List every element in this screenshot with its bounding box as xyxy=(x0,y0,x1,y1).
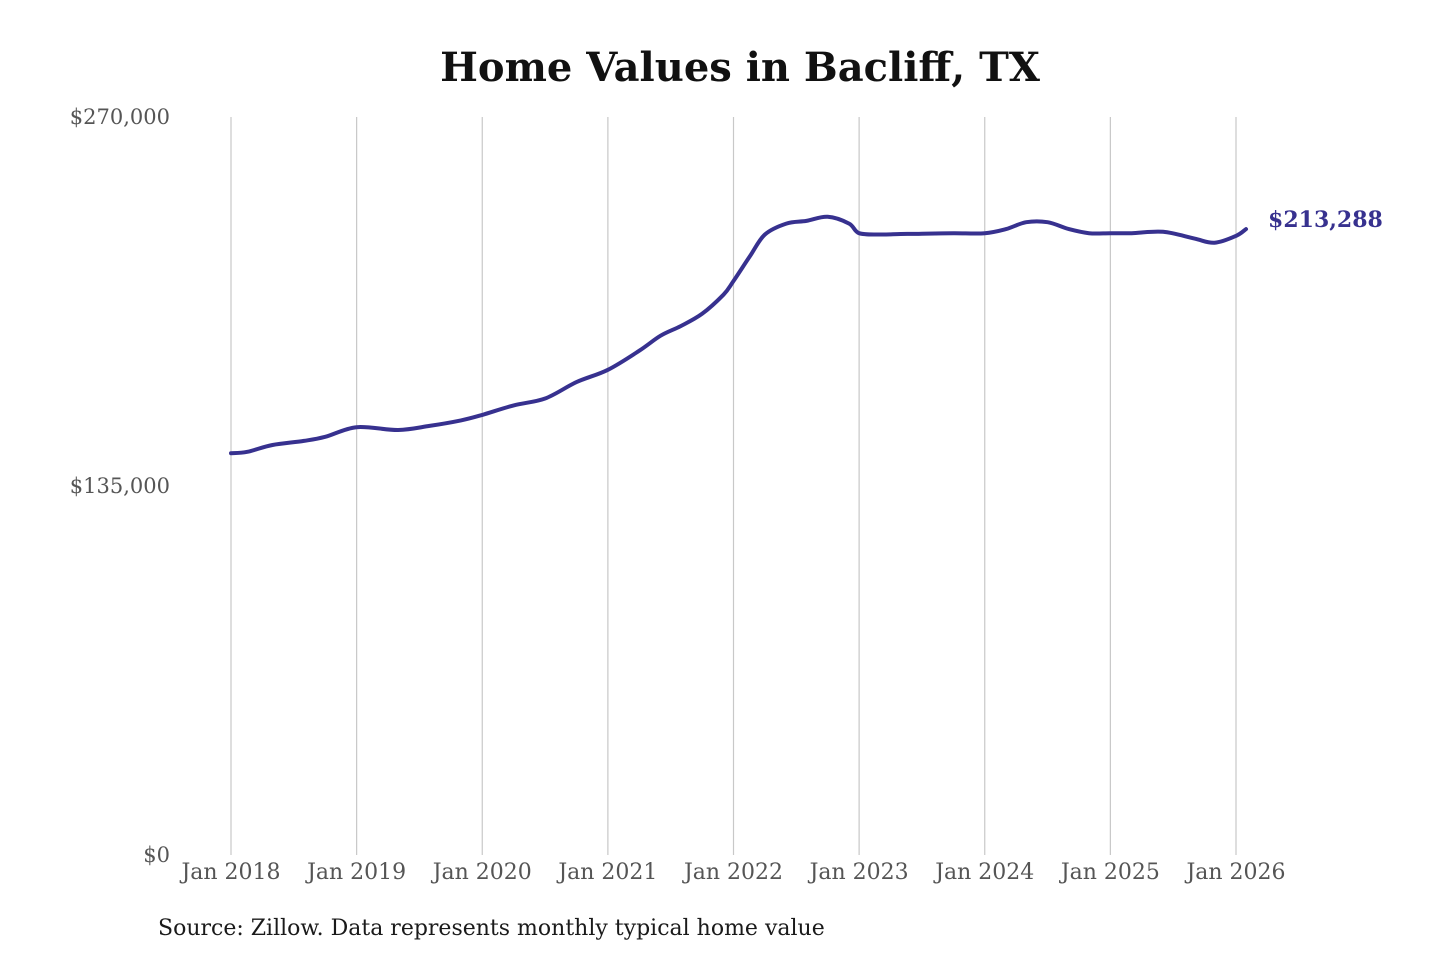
y-tick-label: $135,000 xyxy=(70,474,170,498)
x-tick-label: Jan 2020 xyxy=(431,860,532,885)
x-tick-label: Jan 2024 xyxy=(933,860,1034,885)
x-tick-label: Jan 2018 xyxy=(179,860,280,885)
x-tick-label: Jan 2022 xyxy=(682,860,783,885)
x-tick-label: Jan 2019 xyxy=(305,860,406,885)
x-tick-label: Jan 2021 xyxy=(556,860,657,885)
y-tick-label: $0 xyxy=(143,843,170,867)
end-value-label: $213,288 xyxy=(1268,207,1383,233)
y-tick-label: $270,000 xyxy=(70,105,170,129)
source-note: Source: Zillow. Data represents monthly … xyxy=(158,916,825,941)
x-tick-label: Jan 2026 xyxy=(1184,860,1285,885)
series-line xyxy=(229,214,1248,456)
x-tick-label: Jan 2023 xyxy=(808,860,909,885)
x-tick-label: Jan 2025 xyxy=(1059,860,1160,885)
chart-title: Home Values in Bacliff, TX xyxy=(440,44,1040,91)
